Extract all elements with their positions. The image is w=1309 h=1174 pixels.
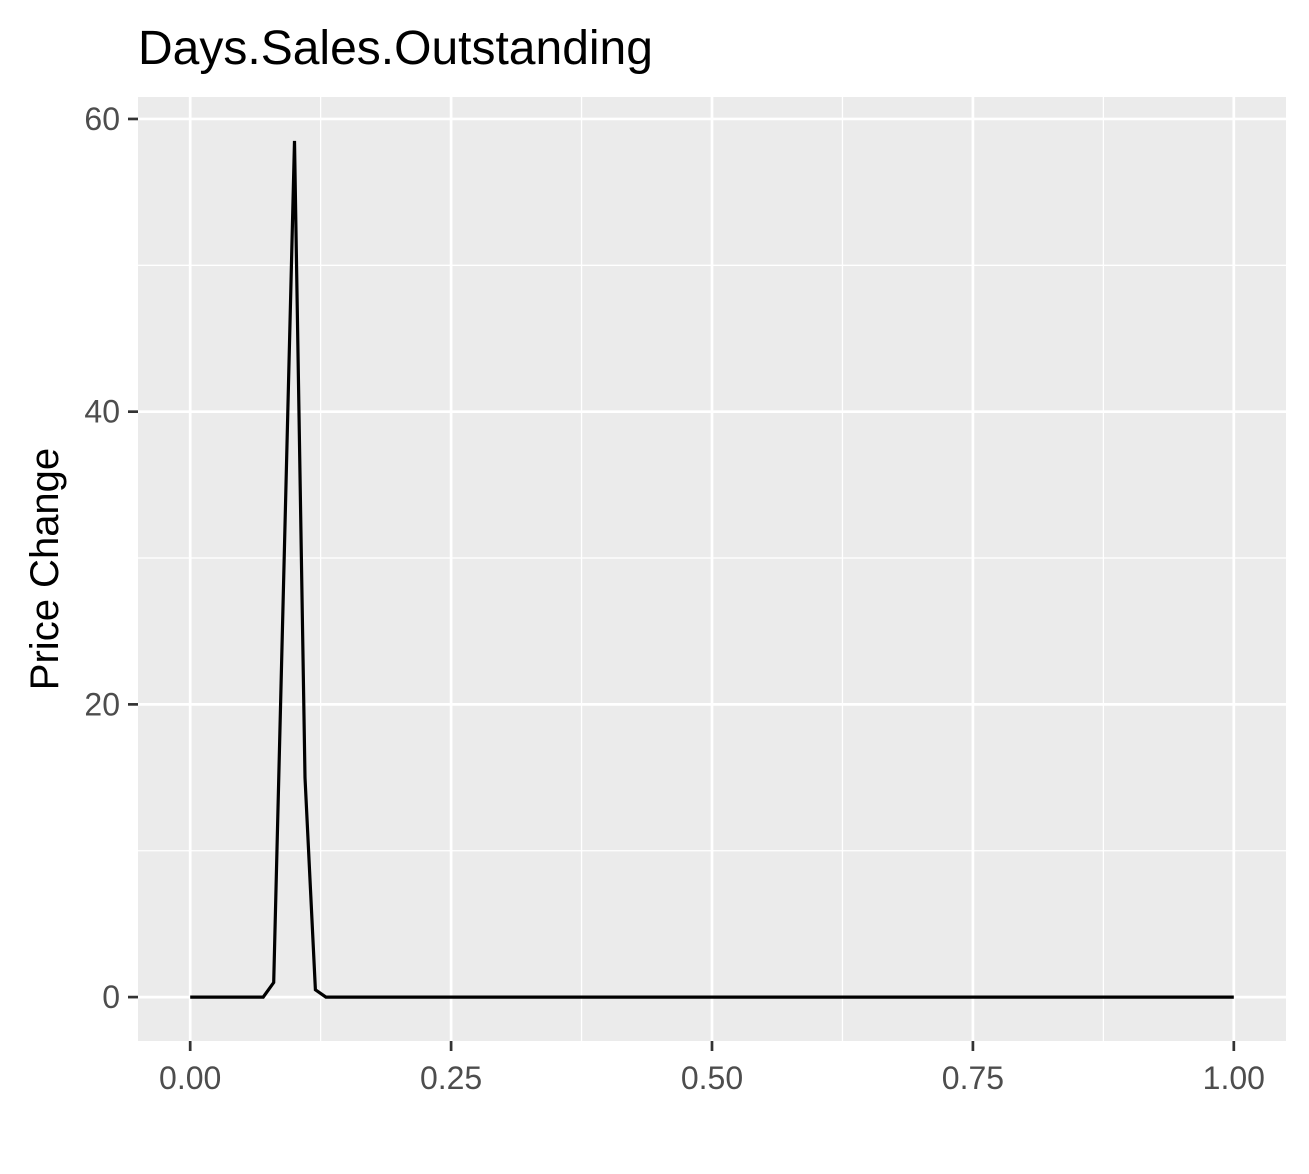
x-tick-label: 0.75: [942, 1060, 1004, 1096]
y-axis: 0 20 40 60: [84, 101, 138, 1015]
x-axis: 0.00 0.25 0.50 0.75 1.00: [159, 1041, 1265, 1096]
x-tick-label: 1.00: [1203, 1060, 1265, 1096]
y-tick-label: 40: [84, 394, 120, 430]
x-tick-label: 0.50: [681, 1060, 743, 1096]
y-axis-title: Price Change: [23, 448, 67, 690]
y-tick-label: 60: [84, 101, 120, 137]
x-tick-label: 0.00: [159, 1060, 221, 1096]
x-tick-label: 0.25: [420, 1060, 482, 1096]
series-line-0: [190, 140, 1234, 999]
y-tick-label: 0: [102, 979, 120, 1015]
y-tick-label: 20: [84, 686, 120, 722]
chart-title: Days.Sales.Outstanding: [138, 22, 653, 75]
series-layer: [190, 140, 1234, 999]
